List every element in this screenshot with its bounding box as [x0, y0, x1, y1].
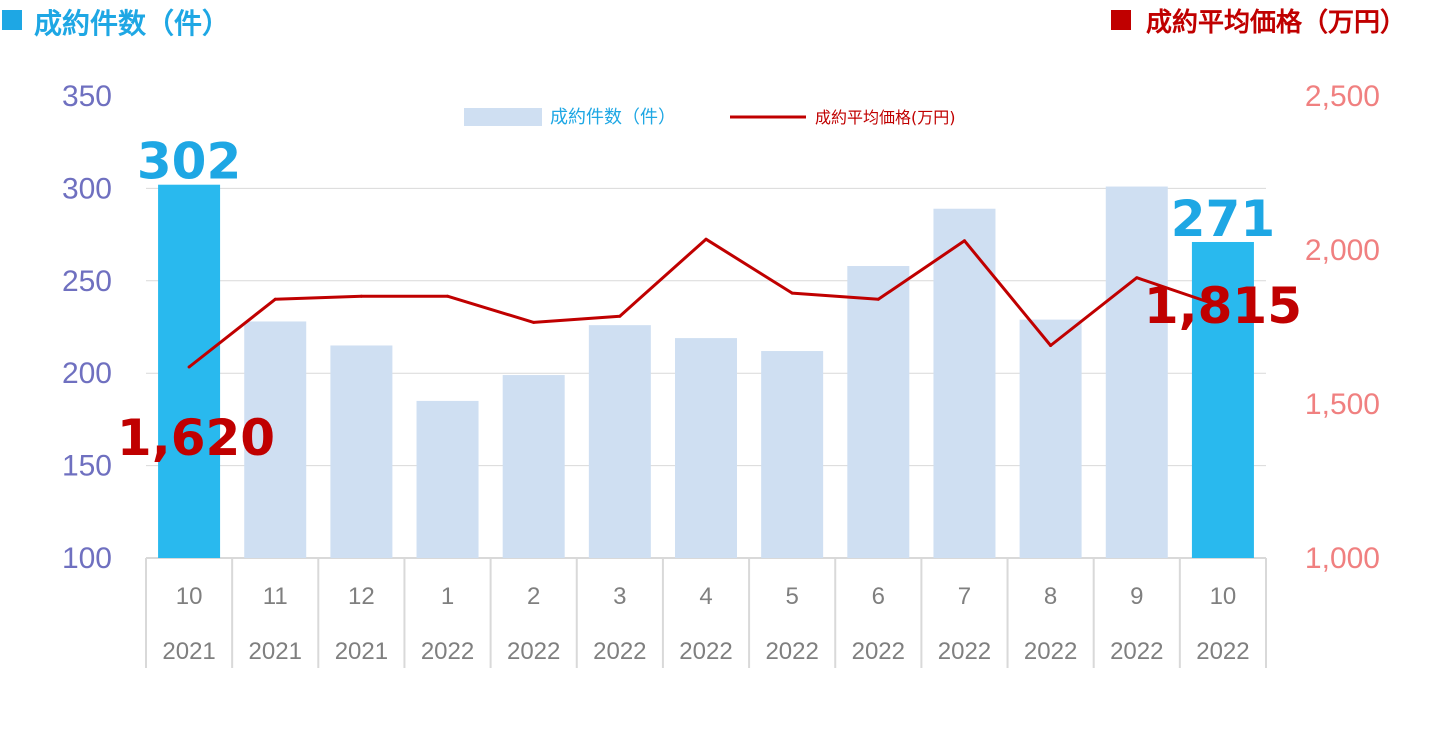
bar [158, 184, 221, 559]
year-label: 2022 [852, 638, 905, 665]
left-tick-label: 350 [62, 80, 112, 113]
price-point [1221, 305, 1225, 309]
legend-bar-label: 成約件数（件） [550, 107, 676, 128]
right-axis-ticks: 1,000 1,500 2,000 2,500 [1305, 80, 1380, 575]
month-label: 2 [527, 583, 540, 610]
bar [1019, 319, 1082, 558]
price-legend-square [1111, 10, 1131, 30]
month-label: 10 [1210, 583, 1237, 610]
year-label: 2022 [421, 638, 474, 665]
month-label: 11 [263, 583, 288, 610]
year-label: 2021 [335, 638, 388, 665]
month-label: 10 [176, 583, 203, 610]
left-tick-label: 100 [62, 542, 112, 575]
legend-bar-swatch [464, 108, 542, 126]
price-point [359, 294, 363, 298]
month-label: 3 [613, 583, 626, 610]
year-label: 2022 [1110, 638, 1163, 665]
price-point [704, 237, 708, 241]
year-label: 2022 [1196, 638, 1249, 665]
price-point [962, 239, 966, 243]
right-tick-label: 1,500 [1305, 388, 1380, 421]
bar [588, 325, 651, 558]
bar [1191, 241, 1254, 558]
bar [761, 351, 824, 558]
month-label: 12 [348, 583, 375, 610]
price-point [446, 294, 450, 298]
left-tick-label: 200 [62, 357, 112, 390]
price-point [1135, 276, 1139, 280]
bar [933, 208, 996, 558]
month-label: 6 [872, 583, 885, 610]
count-data-label: 302 [137, 133, 241, 191]
legend: 成約件数（件） 成約平均価格(万円) [464, 107, 956, 128]
bar [1105, 186, 1168, 558]
price-point [618, 314, 622, 318]
price-point [273, 297, 277, 301]
month-label: 8 [1044, 583, 1057, 610]
left-tick-label: 150 [62, 450, 112, 483]
price-point [790, 291, 794, 295]
month-label: 1 [441, 583, 454, 610]
year-label: 2022 [938, 638, 991, 665]
year-label: 2022 [593, 638, 646, 665]
price-line [187, 237, 1225, 369]
price-data-label: 1,815 [1144, 277, 1302, 335]
price-point [1049, 343, 1053, 347]
price-point [187, 365, 191, 369]
right-axis-title: 成約平均価格（万円） [1146, 8, 1407, 38]
price-data-label: 1,620 [117, 409, 275, 467]
price-point [876, 297, 880, 301]
month-label: 4 [699, 583, 712, 610]
month-label: 9 [1130, 583, 1143, 610]
left-axis-title: 成約件数（件） [34, 7, 231, 40]
category-axis: 10 2021 11 2021 12 2021 1 2022 2 2022 3 2022 4 2022 5 2… [145, 558, 1267, 668]
bar [847, 266, 910, 558]
count-legend-square [2, 10, 22, 30]
year-label: 2022 [507, 638, 560, 665]
price-point [532, 320, 536, 324]
month-label: 5 [785, 583, 798, 610]
right-tick-label: 2,500 [1305, 80, 1380, 113]
right-tick-label: 1,000 [1305, 542, 1380, 575]
left-tick-label: 300 [62, 172, 112, 205]
year-label: 2021 [249, 638, 302, 665]
year-label: 2022 [679, 638, 732, 665]
bar [330, 345, 393, 558]
bars [158, 184, 1254, 559]
left-tick-label: 250 [62, 265, 112, 298]
year-label: 2022 [765, 638, 818, 665]
right-tick-label: 2,000 [1305, 234, 1380, 267]
count-data-label: 271 [1171, 190, 1275, 248]
year-label: 2021 [162, 638, 215, 665]
bar [502, 375, 565, 558]
legend-line-label: 成約平均価格(万円) [815, 108, 956, 127]
month-label: 7 [958, 583, 971, 610]
left-axis-ticks: 100 150 200 250 300 350 [62, 80, 112, 575]
bar [416, 400, 479, 558]
bar [675, 338, 737, 558]
bar [244, 321, 307, 558]
data-labels: 302 271 1,620 1,815 [117, 133, 1302, 467]
year-label: 2022 [1024, 638, 1077, 665]
